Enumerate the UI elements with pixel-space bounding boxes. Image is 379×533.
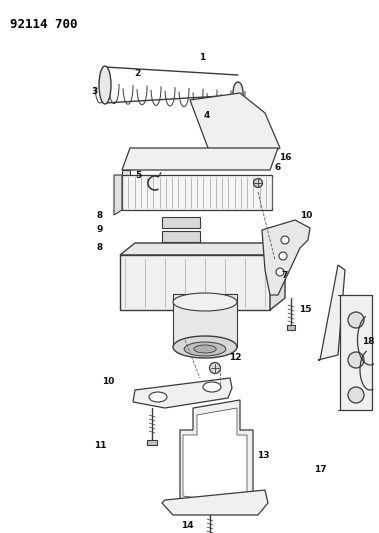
Ellipse shape bbox=[173, 293, 237, 311]
Text: 92114 700: 92114 700 bbox=[10, 18, 77, 31]
Text: 8: 8 bbox=[97, 211, 103, 220]
Polygon shape bbox=[173, 294, 237, 347]
Polygon shape bbox=[114, 175, 122, 215]
Ellipse shape bbox=[279, 252, 287, 260]
Text: 10: 10 bbox=[300, 211, 312, 220]
Bar bbox=[147, 440, 157, 445]
Polygon shape bbox=[122, 170, 130, 178]
Ellipse shape bbox=[210, 362, 221, 374]
Text: 7: 7 bbox=[282, 271, 288, 279]
Text: 1: 1 bbox=[199, 53, 205, 62]
Ellipse shape bbox=[203, 382, 221, 392]
Polygon shape bbox=[270, 243, 285, 310]
Ellipse shape bbox=[194, 345, 216, 353]
Polygon shape bbox=[120, 255, 270, 310]
Polygon shape bbox=[162, 245, 200, 256]
Ellipse shape bbox=[173, 336, 237, 358]
Text: 16: 16 bbox=[279, 154, 291, 163]
Ellipse shape bbox=[254, 179, 263, 188]
Ellipse shape bbox=[276, 268, 284, 276]
Text: 9: 9 bbox=[97, 225, 103, 235]
Text: 12: 12 bbox=[229, 353, 241, 362]
Polygon shape bbox=[340, 295, 372, 410]
Polygon shape bbox=[122, 148, 278, 170]
Polygon shape bbox=[162, 490, 268, 515]
Polygon shape bbox=[120, 243, 285, 255]
Ellipse shape bbox=[99, 66, 111, 104]
Polygon shape bbox=[180, 400, 253, 505]
Ellipse shape bbox=[233, 82, 243, 104]
Text: 18: 18 bbox=[362, 337, 374, 346]
Text: 15: 15 bbox=[299, 305, 311, 314]
Text: 2: 2 bbox=[134, 69, 140, 77]
Polygon shape bbox=[183, 408, 247, 500]
Text: 4: 4 bbox=[204, 110, 210, 119]
Polygon shape bbox=[162, 231, 200, 242]
Ellipse shape bbox=[184, 342, 226, 356]
Polygon shape bbox=[122, 175, 272, 210]
Text: 5: 5 bbox=[135, 171, 141, 180]
Ellipse shape bbox=[149, 392, 167, 402]
Text: 14: 14 bbox=[181, 521, 193, 529]
Text: 3: 3 bbox=[92, 87, 98, 96]
Ellipse shape bbox=[281, 236, 289, 244]
Polygon shape bbox=[162, 217, 200, 228]
Ellipse shape bbox=[348, 312, 364, 328]
Polygon shape bbox=[133, 378, 232, 408]
Polygon shape bbox=[190, 93, 280, 158]
Polygon shape bbox=[318, 265, 345, 360]
Text: 13: 13 bbox=[257, 450, 269, 459]
Text: 6: 6 bbox=[275, 164, 281, 173]
Polygon shape bbox=[262, 220, 310, 295]
Text: 17: 17 bbox=[314, 465, 326, 474]
Ellipse shape bbox=[348, 387, 364, 403]
Ellipse shape bbox=[348, 352, 364, 368]
Bar bbox=[287, 325, 295, 330]
Text: 10: 10 bbox=[102, 377, 114, 386]
Text: 8: 8 bbox=[97, 243, 103, 252]
Text: 11: 11 bbox=[94, 440, 106, 449]
